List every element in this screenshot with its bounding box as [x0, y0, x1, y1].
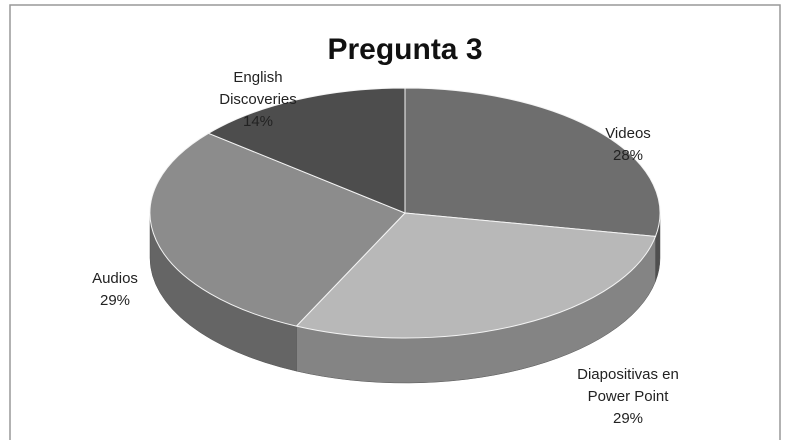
category-label: Videos [605, 125, 651, 142]
category-label: Diapositivas en Power Point [577, 366, 679, 405]
data-label: Videos 28% [573, 123, 683, 167]
value-label: 14% [242, 113, 274, 130]
chart-title: Pregunta 3 [327, 33, 483, 66]
data-label: Diapositivas en Power Point 29% [568, 364, 688, 430]
data-label: English Discoveries 14% [208, 67, 308, 133]
category-label: English Discoveries [219, 69, 297, 108]
slice [149, 132, 406, 327]
value-label: 29% [612, 410, 644, 427]
slice [207, 87, 406, 214]
value-label: 28% [612, 147, 644, 164]
data-label: Audios 29% [70, 268, 160, 312]
slice [295, 212, 657, 339]
value-label: 29% [99, 292, 131, 309]
slice [404, 87, 661, 237]
category-label: Audios [92, 270, 138, 287]
